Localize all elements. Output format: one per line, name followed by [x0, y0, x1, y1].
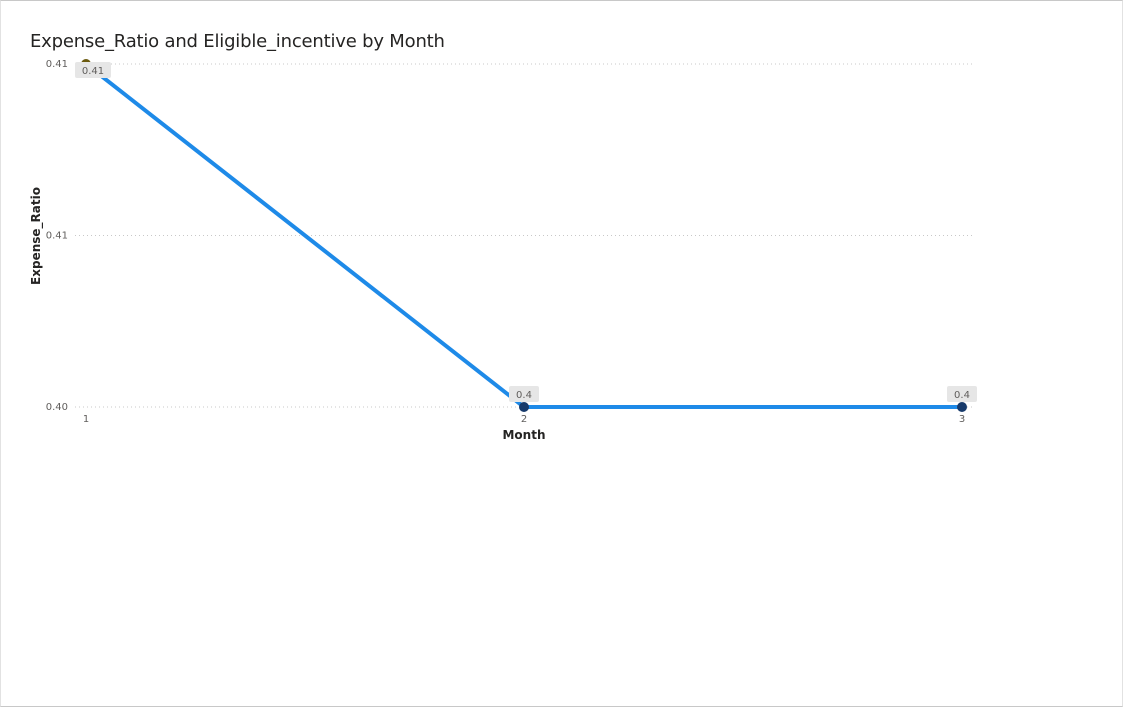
data-label-background [509, 386, 539, 402]
x-tick-label: 3 [959, 414, 965, 425]
data-labels: 0.41 0.4 0.4 [75, 62, 977, 402]
data-label-background [947, 386, 977, 402]
data-label: 0.4 [516, 390, 532, 401]
chart-title: Expense_Ratio and Eligible_incentive by … [30, 31, 445, 52]
gridlines [75, 63, 975, 408]
y-axis-ticks: 0.40 0.41 0.41 [46, 59, 68, 413]
y-tick-label: 0.41 [46, 231, 68, 242]
x-axis-title: Month [502, 428, 545, 442]
data-point [519, 402, 529, 412]
x-axis-ticks: 1 2 3 [83, 414, 965, 425]
y-tick-label: 0.40 [46, 402, 68, 413]
data-label: 0.4 [954, 390, 970, 401]
y-axis-title: Expense_Ratio [29, 187, 44, 285]
y-tick-label: 0.41 [46, 59, 68, 70]
data-label: 0.41 [82, 66, 104, 77]
data-point [957, 402, 967, 412]
x-tick-label: 1 [83, 414, 89, 425]
x-tick-label: 2 [521, 414, 527, 425]
data-label-background [75, 62, 111, 78]
